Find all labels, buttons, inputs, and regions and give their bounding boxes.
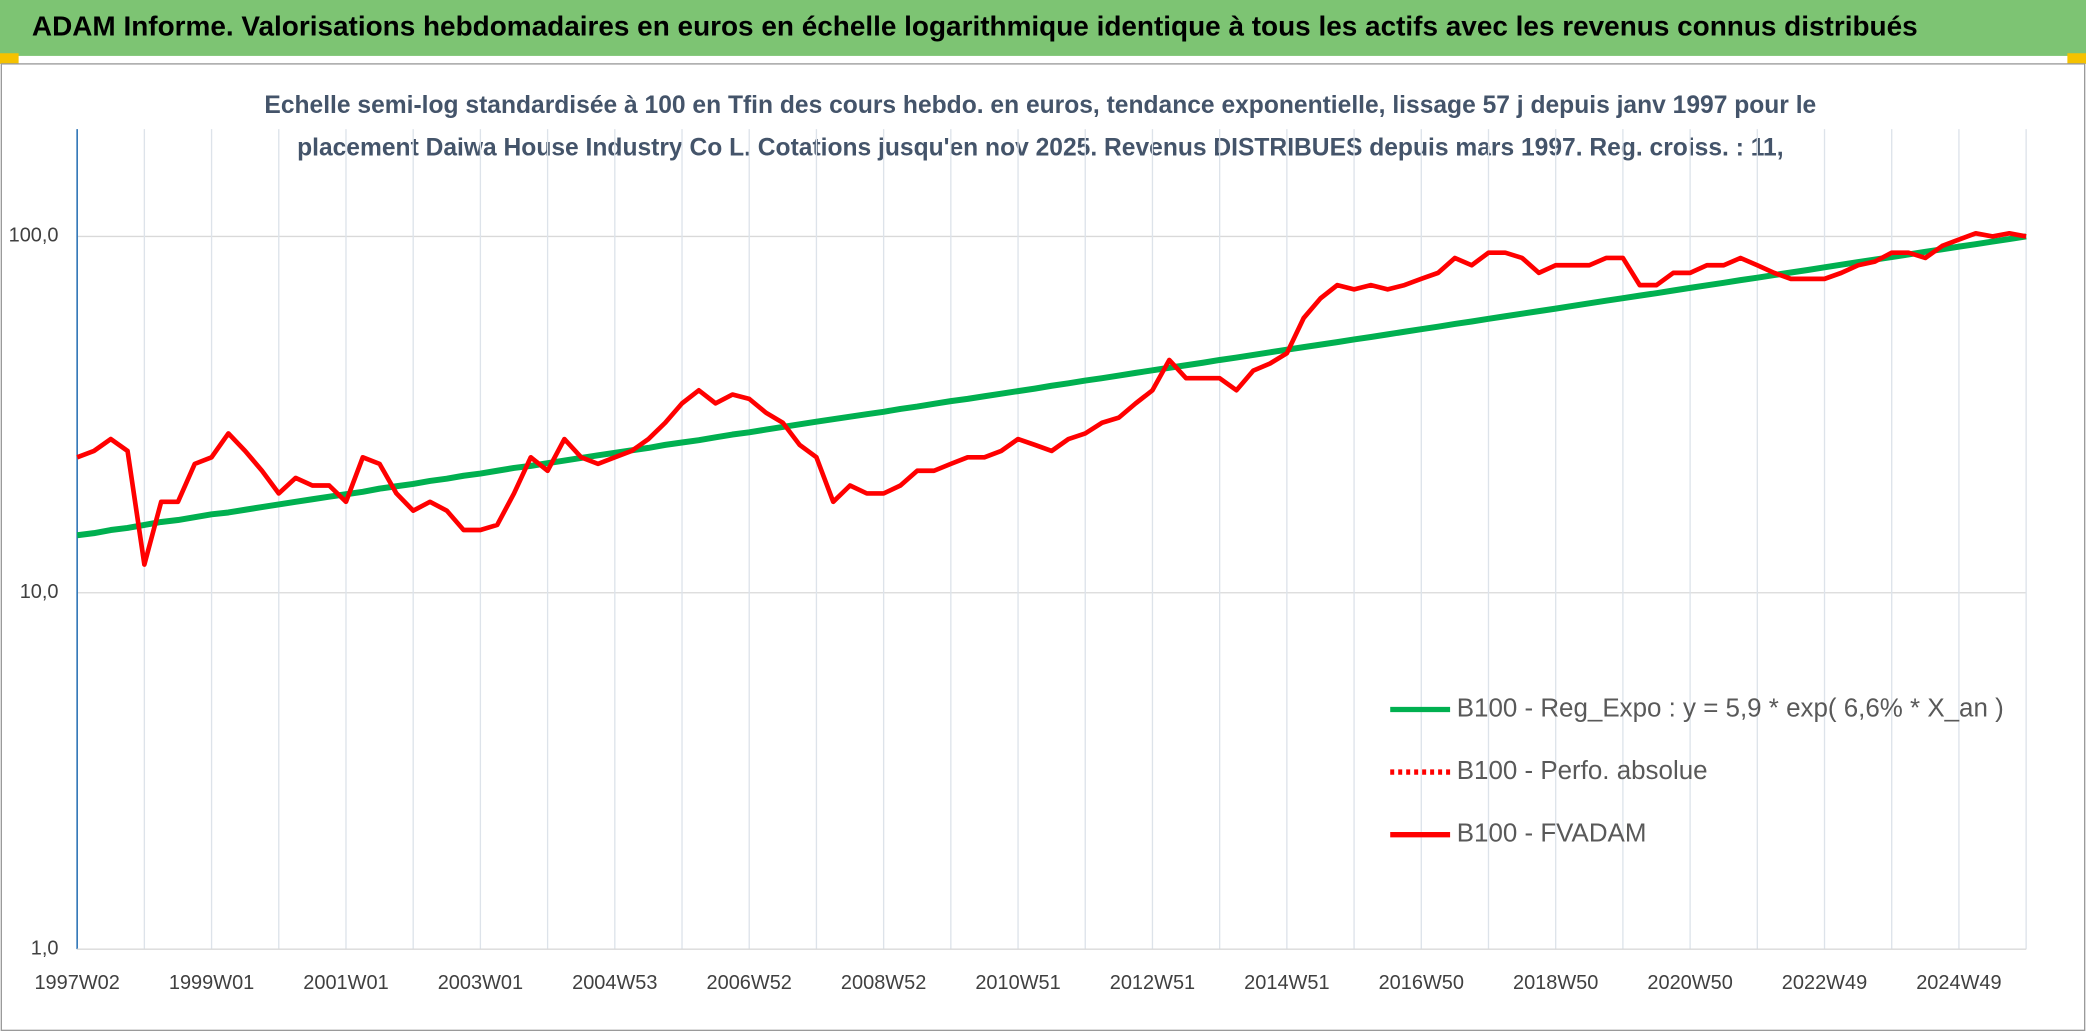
x-tick-label: 2018W50 (1513, 972, 1598, 994)
header-band (0, 0, 2086, 56)
x-tick-label: 2020W50 (1647, 972, 1732, 994)
x-tick-label: 2003W01 (438, 972, 523, 994)
x-tick-label: 2010W51 (975, 972, 1060, 994)
y-tick-label: 10,0 (20, 581, 59, 603)
x-tick-label: 2016W50 (1379, 972, 1464, 994)
corner-mark (2067, 53, 2086, 64)
legend-label: B100 - Reg_Expo : y = 5,9 * exp( 6,6% * … (1457, 694, 2004, 722)
header-title: ADAM Informe. Valorisations hebdomadaire… (32, 10, 1918, 41)
x-tick-label: 2024W49 (1916, 972, 2001, 994)
frame (0, 63, 2086, 1032)
x-tick-label: 2008W52 (841, 972, 926, 994)
y-tick-label: 100,0 (9, 225, 59, 247)
x-tick-label: 2001W01 (303, 972, 388, 994)
x-tick-label: 2012W51 (1110, 972, 1195, 994)
x-tick-label: 1997W02 (34, 972, 119, 994)
x-tick-label: 2006W52 (707, 972, 792, 994)
x-tick-label: 2004W53 (572, 972, 657, 994)
legend-label: B100 - Perfo. absolue (1457, 757, 1708, 785)
chart-title: placement Daiwa House Industry Co L. Cot… (297, 135, 1783, 162)
legend-label: B100 - FVADAM (1457, 820, 1647, 848)
series-line (76, 233, 2027, 539)
series-line (76, 231, 2027, 567)
x-tick-label: 2022W49 (1782, 972, 1867, 994)
corner-mark (0, 53, 19, 64)
x-tick-label: 1999W01 (169, 972, 254, 994)
y-tick-label: 1,0 (31, 937, 59, 959)
x-tick-label: 2014W51 (1244, 972, 1329, 994)
chart-title: Echelle semi-log standardisée à 100 en T… (264, 92, 1816, 119)
